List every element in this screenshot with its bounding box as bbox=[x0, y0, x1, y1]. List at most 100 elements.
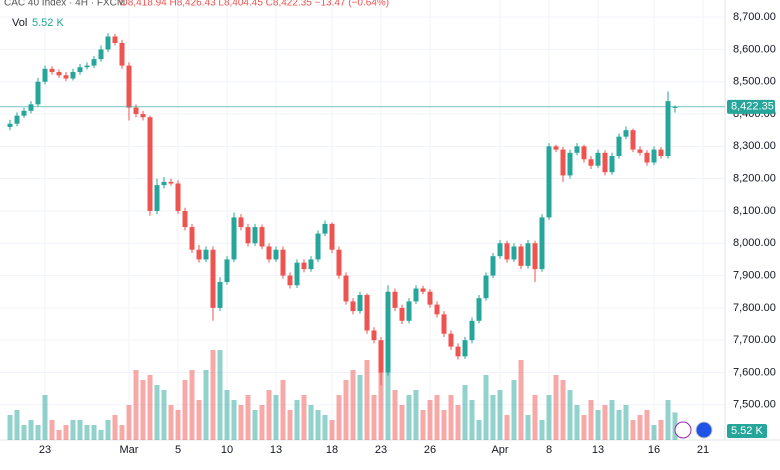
candle-body bbox=[133, 107, 139, 115]
candle-body bbox=[357, 294, 363, 312]
volume-bar bbox=[602, 405, 608, 440]
candle-body bbox=[210, 249, 216, 308]
header-title: CAC 40 Index · 4H · FXCM bbox=[4, 0, 125, 9]
candle-body bbox=[231, 217, 237, 260]
volume-bar bbox=[357, 375, 363, 440]
event-icon[interactable] bbox=[695, 421, 713, 439]
candle-body bbox=[189, 227, 195, 250]
candle-body bbox=[147, 117, 153, 211]
volume-price-label: 5.52 K bbox=[731, 425, 763, 437]
volume-bar bbox=[616, 410, 622, 440]
volume-bar bbox=[182, 380, 188, 440]
candle-body bbox=[238, 217, 244, 228]
candle-body bbox=[588, 159, 594, 166]
volume-bar bbox=[623, 405, 629, 440]
volume-bar bbox=[490, 395, 496, 440]
candle-body bbox=[119, 42, 125, 66]
volume-bar bbox=[672, 412, 678, 440]
event-icon[interactable] bbox=[674, 421, 692, 439]
x-tick-label: 23 bbox=[39, 444, 51, 456]
volume-bar bbox=[462, 385, 468, 440]
candle-body bbox=[567, 152, 573, 176]
candle-body bbox=[399, 307, 405, 321]
candle-body bbox=[49, 68, 55, 73]
y-tick-label: 8,500.00 bbox=[733, 76, 776, 88]
volume-bar bbox=[448, 395, 454, 440]
y-tick-label: 8,700.00 bbox=[733, 11, 776, 23]
y-tick-label: 7,900.00 bbox=[733, 269, 776, 281]
y-tick-label: 8,600.00 bbox=[733, 43, 776, 55]
volume-bar bbox=[7, 415, 13, 440]
candle-body bbox=[175, 183, 181, 211]
candle-body bbox=[98, 49, 104, 60]
volume-value: 5.52 K bbox=[32, 17, 64, 29]
y-tick-label: 7,800.00 bbox=[733, 302, 776, 314]
volume-bar bbox=[665, 400, 671, 440]
candle-body bbox=[560, 149, 566, 176]
candle-body bbox=[497, 243, 503, 257]
candle-body bbox=[42, 68, 48, 82]
candle-body bbox=[406, 301, 412, 321]
volume-bar bbox=[364, 360, 370, 440]
x-tick-label: 21 bbox=[697, 444, 709, 456]
candle-body bbox=[364, 294, 370, 331]
candle-body bbox=[462, 340, 468, 357]
candle-body bbox=[322, 223, 328, 234]
candle-body bbox=[602, 152, 608, 173]
candle-layer bbox=[7, 33, 678, 386]
candle-body bbox=[168, 181, 174, 184]
volume-bar bbox=[98, 430, 104, 440]
volume-bar bbox=[203, 370, 209, 440]
volume-bar bbox=[420, 410, 426, 440]
volume-bar bbox=[518, 360, 524, 440]
y-tick-label: 7,700.00 bbox=[733, 334, 776, 346]
y-tick-label: 7,500.00 bbox=[733, 399, 776, 411]
candle-body bbox=[343, 275, 349, 302]
volume-bar bbox=[399, 405, 405, 440]
volume-bar bbox=[217, 350, 223, 440]
candle-body bbox=[287, 275, 293, 286]
candle-body bbox=[441, 314, 447, 334]
volume-bar bbox=[259, 405, 265, 440]
candle-body bbox=[665, 101, 671, 157]
volume-bar bbox=[315, 410, 321, 440]
volume-bar bbox=[238, 405, 244, 440]
candle-body bbox=[413, 288, 419, 302]
volume-bar bbox=[189, 370, 195, 440]
candle-body bbox=[21, 110, 27, 116]
volume-bar bbox=[504, 415, 510, 440]
volume-bar bbox=[630, 420, 636, 440]
volume-bar bbox=[406, 395, 412, 440]
volume-bar bbox=[658, 420, 664, 440]
candle-body bbox=[469, 320, 475, 341]
volume-bar bbox=[126, 405, 132, 440]
volume-bar bbox=[546, 395, 552, 440]
candle-body bbox=[490, 256, 496, 276]
candle-body bbox=[224, 259, 230, 283]
x-tick-label: 18 bbox=[326, 444, 338, 456]
volume-bar bbox=[35, 425, 41, 440]
y-tick-label: 8,200.00 bbox=[733, 173, 776, 185]
candle-body bbox=[84, 65, 90, 68]
volume-bar bbox=[385, 370, 391, 440]
candle-body bbox=[672, 106, 678, 108]
volume-bar bbox=[329, 420, 335, 440]
x-tick-label: 10 bbox=[221, 444, 233, 456]
volume-bar bbox=[280, 380, 286, 440]
candle-body bbox=[28, 104, 34, 111]
candle-body bbox=[371, 330, 377, 341]
volume-bar bbox=[91, 425, 97, 440]
volume-bar bbox=[308, 405, 314, 440]
x-tick-label: 8 bbox=[546, 444, 552, 456]
volume-bar bbox=[175, 410, 181, 440]
candle-body bbox=[532, 243, 538, 270]
y-tick-label: 7,600.00 bbox=[733, 366, 776, 378]
candle-body bbox=[154, 185, 160, 211]
candle-body bbox=[259, 227, 265, 247]
volume-bar bbox=[441, 410, 447, 440]
volume-bar bbox=[84, 425, 90, 440]
candle-body bbox=[7, 123, 13, 127]
candle-body bbox=[315, 233, 321, 260]
candle-body bbox=[77, 67, 83, 73]
